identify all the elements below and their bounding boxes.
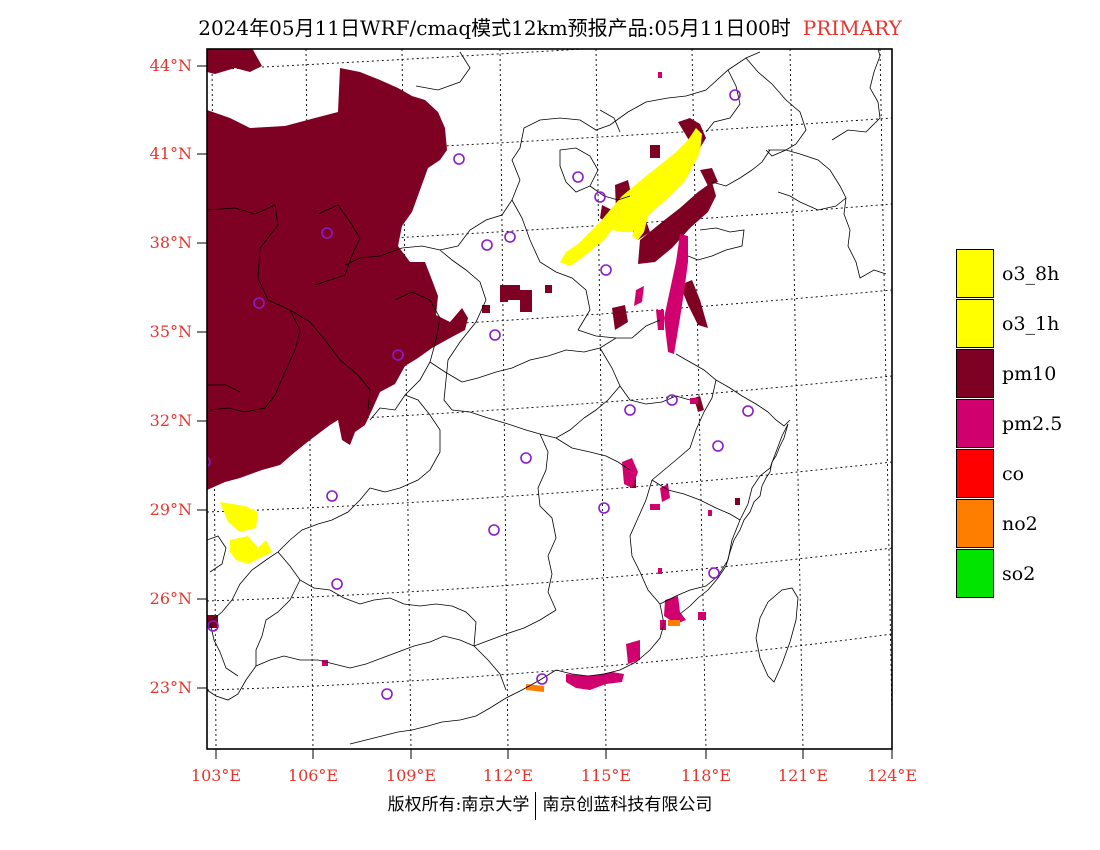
title-tag: PRIMARY xyxy=(802,16,902,40)
legend-item-no2: no2 xyxy=(956,499,1096,549)
legend-label: pm2.5 xyxy=(1002,413,1063,435)
lat-label: 29°N xyxy=(149,500,192,519)
map-frame xyxy=(206,48,893,750)
lon-label: 115°E xyxy=(580,766,632,785)
legend-label: co xyxy=(1002,463,1025,485)
legend-swatch xyxy=(956,449,994,498)
legend-label: no2 xyxy=(1002,513,1038,535)
lat-label: 35°N xyxy=(149,322,192,341)
lon-label: 121°E xyxy=(777,766,829,785)
legend-item-co: co xyxy=(956,449,1096,499)
legend-item-pm10: pm10 xyxy=(956,349,1096,399)
footer-separator xyxy=(535,791,537,820)
legend-swatch xyxy=(956,349,994,398)
city-markers xyxy=(207,89,754,700)
lat-label: 26°N xyxy=(149,589,192,608)
lon-label: 124°E xyxy=(866,766,918,785)
legend: o3_8h o3_1h pm10 pm2.5 co no2 so2 xyxy=(956,249,1096,599)
legend-item-o3-8h: o3_8h xyxy=(956,249,1096,299)
legend-label: pm10 xyxy=(1002,363,1057,385)
footer-left: 版权所有:南京大学 xyxy=(387,795,530,815)
coastline xyxy=(679,423,789,615)
axis-ticks xyxy=(197,65,893,759)
taiwan-outline xyxy=(755,587,799,683)
lon-label: 118°E xyxy=(680,766,732,785)
legend-label: o3_8h xyxy=(1002,263,1060,285)
lat-label: 23°N xyxy=(149,678,192,697)
legend-item-so2: so2 xyxy=(956,549,1096,599)
lat-label: 32°N xyxy=(149,411,192,430)
map-title: 2024年05月11日WRF/cmaq模式12km预报产品:05月11日00时 P… xyxy=(0,12,1100,41)
lat-label: 44°N xyxy=(149,56,192,75)
legend-swatch xyxy=(956,299,994,348)
lon-label: 106°E xyxy=(287,766,339,785)
o3-regions xyxy=(220,128,702,564)
legend-swatch xyxy=(956,499,994,548)
legend-item-pm25: pm2.5 xyxy=(956,399,1096,449)
legend-label: so2 xyxy=(1002,563,1036,585)
no2-regions xyxy=(526,620,680,692)
legend-swatch xyxy=(956,549,994,598)
lon-label: 112°E xyxy=(482,766,534,785)
legend-item-o3-1h: o3_1h xyxy=(956,299,1096,349)
copyright-footer: 版权所有:南京大学 南京创蓝科技有限公司 xyxy=(0,790,1100,820)
lon-label: 109°E xyxy=(385,766,437,785)
footer-right: 南京创蓝科技有限公司 xyxy=(542,795,713,815)
legend-swatch xyxy=(956,249,994,298)
lat-label: 41°N xyxy=(149,144,192,163)
legend-swatch xyxy=(956,399,994,448)
pm25-regions xyxy=(322,72,712,690)
pm10-region xyxy=(207,49,552,628)
title-text: 2024年05月11日WRF/cmaq模式12km预报产品:05月11日00时 xyxy=(198,16,791,40)
legend-label: o3_1h xyxy=(1002,313,1060,335)
boundaries xyxy=(207,49,887,745)
lat-label: 38°N xyxy=(149,233,192,252)
lon-label: 103°E xyxy=(190,766,242,785)
